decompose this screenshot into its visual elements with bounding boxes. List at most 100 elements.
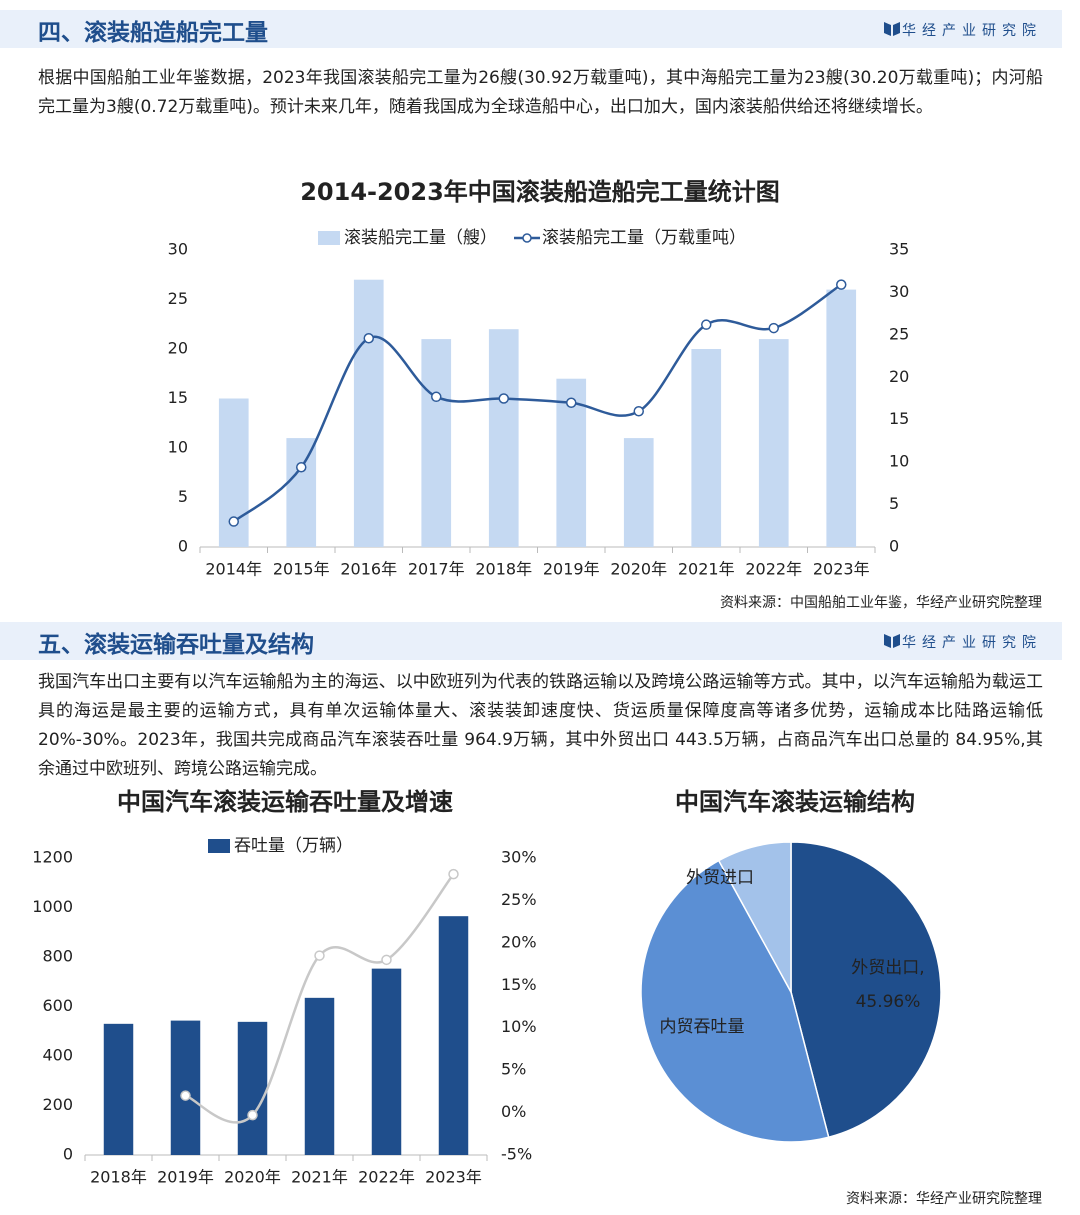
legend-swatch: [522, 233, 532, 243]
x-tick-label: 2017年: [408, 560, 465, 579]
line: [232, 283, 842, 523]
bar: [353, 279, 384, 547]
bar: [758, 339, 789, 547]
line-marker: [448, 868, 459, 880]
y-tick-label: 25: [168, 289, 188, 308]
y2-tick-label: 30%: [501, 848, 537, 867]
x-tick-label: 2018年: [475, 560, 532, 579]
y2-tick-label: 0: [889, 537, 899, 556]
y2-tick-label: 15%: [501, 975, 537, 994]
y2-tick-label: -5%: [501, 1145, 532, 1164]
bar: [103, 1023, 134, 1155]
y2-tick-label: 35: [889, 240, 909, 259]
line-marker: [768, 322, 779, 334]
y-tick-label: 600: [42, 996, 73, 1015]
source: 资料来源：华经产业研究院整理: [846, 1191, 1042, 1207]
y2-tick-label: 5: [889, 494, 899, 513]
x-tick-label: 2019年: [543, 560, 600, 579]
paragraph: 根据中国船舶工业年鉴数据，2023年我国滚装船完工量为26艘(30.92万载重吨…: [38, 68, 1043, 117]
bar: [438, 916, 469, 1155]
bar: [421, 339, 452, 547]
bar: [488, 329, 519, 547]
line-marker: [633, 405, 644, 417]
y-tick-label: 1000: [32, 897, 73, 916]
line-marker: [180, 1090, 191, 1101]
y2-tick-label: 0%: [501, 1102, 526, 1121]
line-marker: [296, 461, 307, 473]
brand-icon: [884, 634, 900, 648]
x-tick-label: 2022年: [745, 560, 802, 579]
y-tick-label: 10: [168, 438, 188, 457]
y-tick-label: 20: [168, 339, 188, 358]
y2-tick-label: 10%: [501, 1017, 537, 1036]
bar: [286, 438, 317, 547]
y2-tick-label: 5%: [501, 1060, 526, 1079]
pie-slice: [640, 859, 830, 1143]
pie-slice: [790, 841, 942, 1139]
line-marker: [836, 279, 847, 290]
brand-icon: [884, 22, 900, 36]
line-marker: [381, 954, 392, 966]
section-header: 五、滚装运输吞吐量及结构 华经产业研究院: [0, 622, 1062, 660]
legend-swatch: [208, 839, 230, 853]
x-tick-label: 2021年: [678, 560, 735, 579]
y-tick-label: 0: [63, 1145, 73, 1164]
x-tick-label: 2022年: [358, 1168, 415, 1187]
y-tick-label: 0: [178, 537, 188, 556]
line-marker: [314, 950, 325, 961]
y2-tick-label: 25%: [501, 890, 537, 909]
section-title: 四、滚装船造船完工量: [38, 20, 268, 46]
value-label: 45.96%: [856, 992, 921, 1012]
y-tick-label: 200: [42, 1095, 73, 1114]
y-tick-label: 15: [168, 388, 188, 407]
bar: [623, 438, 654, 547]
legend-label: 滚装船完工量（万载重吨）: [542, 228, 746, 248]
chart-title: 中国汽车滚装运输结构: [675, 788, 915, 816]
bar: [237, 1021, 268, 1155]
x-tick-label: 2019年: [157, 1168, 214, 1187]
y2-tick-label: 25: [889, 324, 909, 343]
bar: [371, 968, 402, 1155]
x-tick-label: 2015年: [273, 560, 330, 579]
x-tick-label: 2023年: [425, 1168, 482, 1187]
slice-label: 外贸出口,: [851, 958, 924, 978]
line-marker: [498, 393, 509, 404]
line-marker: [431, 391, 442, 403]
x-tick-label: 2014年: [205, 560, 262, 579]
source: 资料来源：中国船舶工业年鉴，华经产业研究院整理: [720, 595, 1042, 611]
bar: [691, 349, 722, 547]
x-tick-label: 2021年: [291, 1168, 348, 1187]
x-tick-label: 2016年: [340, 560, 397, 579]
line-marker: [363, 333, 374, 344]
line-marker: [701, 319, 712, 330]
x-tick-label: 2020年: [224, 1168, 281, 1187]
line-marker: [566, 397, 577, 408]
section-title: 五、滚装运输吞吐量及结构: [38, 632, 314, 658]
bar: [304, 997, 335, 1155]
x-tick-label: 2023年: [813, 560, 870, 579]
legend-label: 滚装船完工量（艘）: [344, 228, 497, 248]
slice-label: 内贸吞吐量: [660, 1017, 745, 1037]
legend-swatch: [318, 231, 340, 245]
y2-tick-label: 15: [889, 409, 909, 428]
x-tick-label: 2020年: [610, 560, 667, 579]
y-tick-label: 800: [42, 947, 73, 966]
brand: 华经产业研究院: [902, 23, 1042, 39]
y-tick-label: 30: [168, 240, 188, 259]
y2-tick-label: 20: [889, 367, 909, 386]
y2-tick-label: 20%: [501, 932, 537, 951]
chart-title: 中国汽车滚装运输吞吐量及增速: [117, 788, 453, 816]
y2-tick-label: 30: [889, 282, 909, 301]
bar: [826, 289, 857, 547]
pie-slice: [717, 841, 792, 993]
y-tick-label: 5: [178, 487, 188, 506]
line-marker: [247, 1109, 258, 1121]
y-tick-label: 1200: [32, 848, 73, 867]
bar: [170, 1020, 201, 1155]
legend-label: 吞吐量（万辆）: [234, 836, 353, 856]
line-marker: [228, 516, 239, 527]
brand: 华经产业研究院: [902, 635, 1042, 651]
paragraph: 我国汽车出口主要有以汽车运输船为主的海运、以中欧班列为代表的铁路运输以及跨境公路…: [38, 672, 1043, 779]
